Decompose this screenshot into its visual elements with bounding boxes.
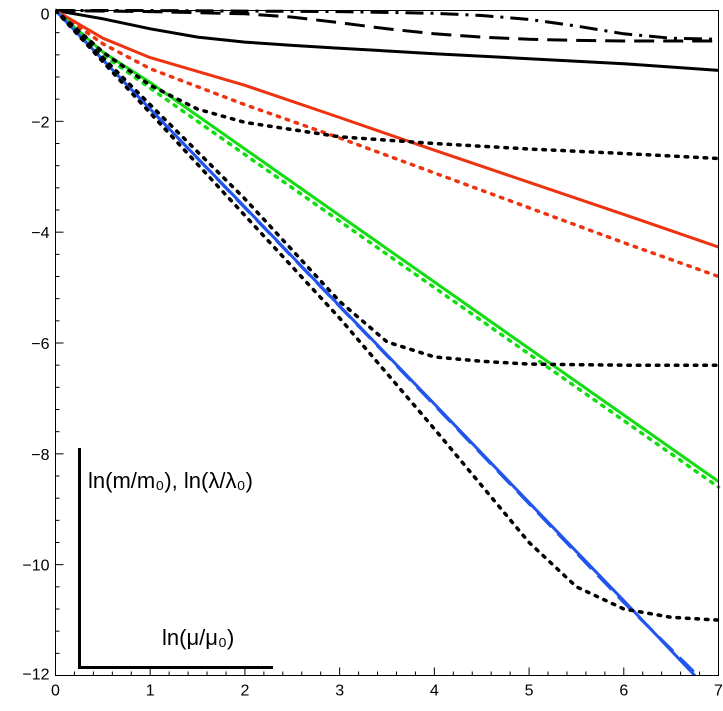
series-line-red-dotted bbox=[55, 8, 721, 279]
series-line-black-dashed bbox=[55, 9, 719, 43]
x-tick-label: 4 bbox=[430, 683, 439, 700]
x-tick-label: 0 bbox=[51, 683, 60, 700]
series-line-black-solid bbox=[55, 9, 719, 72]
axes-layer: 0 1 2 3 4 5 6 7 0 −2 −4 −6 −8 −10 −12 bbox=[22, 7, 723, 700]
y-tick-label: −2 bbox=[31, 114, 49, 131]
y-tick-label: 0 bbox=[41, 7, 50, 24]
x-tick-label: 6 bbox=[619, 683, 628, 700]
series-line-blue-dashed bbox=[55, 9, 699, 676]
y-tick-label: −10 bbox=[22, 558, 49, 575]
y-tick-label: −12 bbox=[22, 667, 49, 684]
series-line-black-dashdot bbox=[55, 9, 719, 41]
y-tick-label: −4 bbox=[31, 225, 49, 242]
series-line-green-solid bbox=[55, 9, 720, 483]
series-line-black-dotted-3 bbox=[55, 8, 721, 622]
x-tick-label: 5 bbox=[525, 683, 534, 700]
y-tick-label: −8 bbox=[31, 447, 49, 464]
series-line-black-dotted-1 bbox=[55, 8, 721, 161]
x-tick-label: 7 bbox=[714, 683, 723, 700]
x-axis-title: ln(μ/μ₀) bbox=[162, 625, 234, 650]
series-group bbox=[55, 8, 721, 676]
series-line-red-solid bbox=[55, 9, 719, 249]
x-tick-label: 3 bbox=[335, 683, 344, 700]
series-line-green-dotted bbox=[55, 8, 721, 489]
series-line-black-dotted-2 bbox=[55, 8, 721, 367]
axis-label-box: ln(m/m₀), ln(λ/λ₀) ln(μ/μ₀) bbox=[78, 448, 273, 669]
x-tick-label: 1 bbox=[146, 683, 155, 700]
series-layer bbox=[55, 8, 721, 676]
y-tick-label: −6 bbox=[31, 336, 49, 353]
x-tick-label: 2 bbox=[240, 683, 249, 700]
y-axis-title: ln(m/m₀), ln(λ/λ₀) bbox=[88, 468, 253, 493]
